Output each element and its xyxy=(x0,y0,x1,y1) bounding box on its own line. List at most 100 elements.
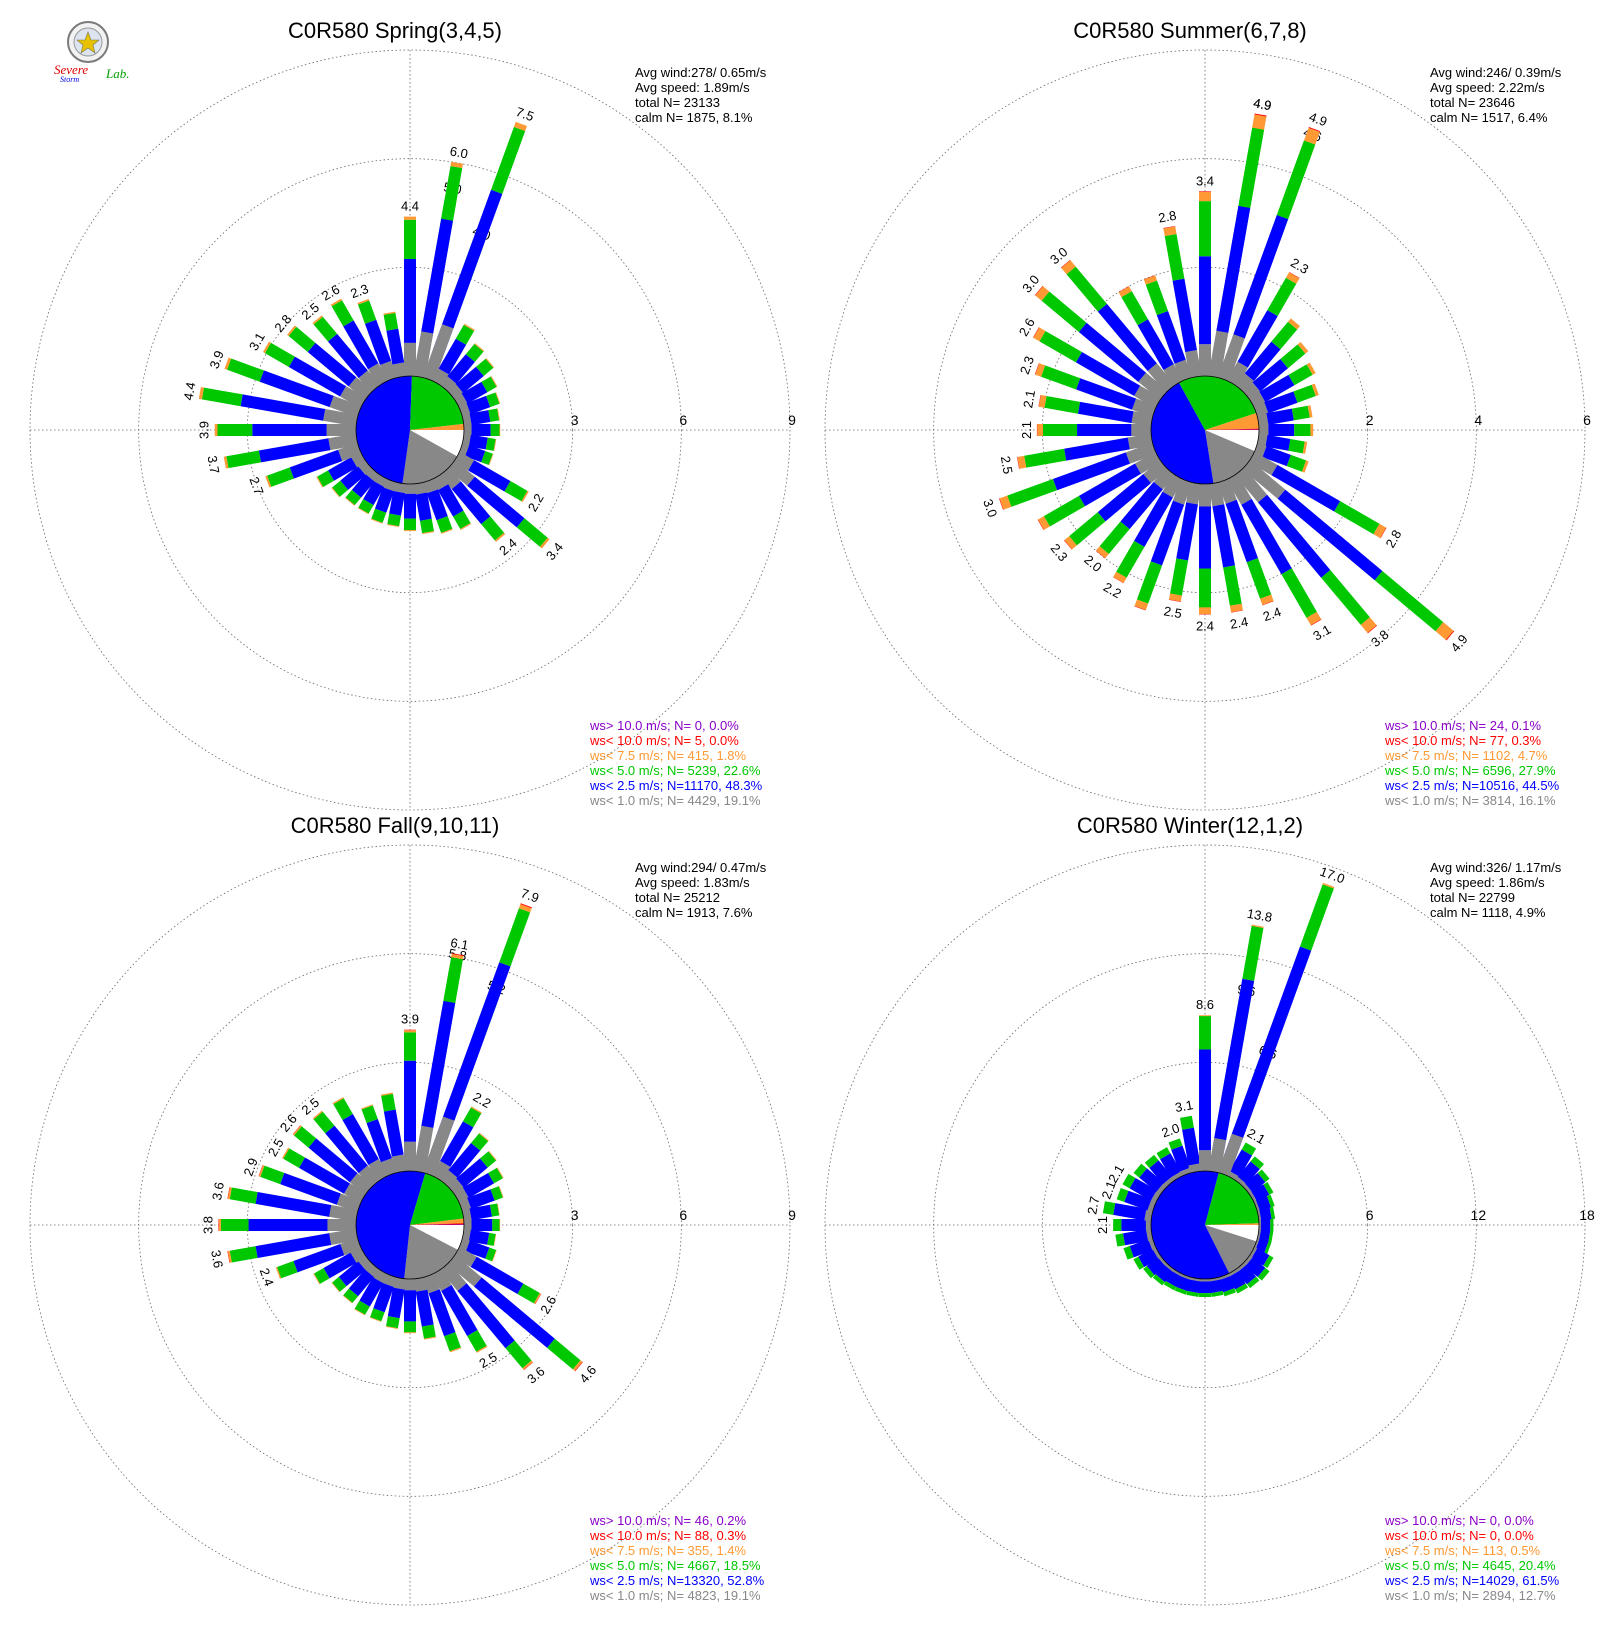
direction-total-label: 2.5 xyxy=(265,1136,287,1159)
bar-segment xyxy=(1069,512,1106,546)
bar-segment xyxy=(443,957,463,1003)
bar-segment xyxy=(1360,617,1377,633)
bar-segment xyxy=(368,1158,389,1182)
direction-bar xyxy=(1034,363,1157,418)
bar-segment xyxy=(1037,424,1044,436)
direction-total-label: 6.1 xyxy=(449,935,469,953)
direction-bar xyxy=(447,1255,583,1372)
direction-total-label: 2.0 xyxy=(1159,1120,1181,1140)
pie-slice xyxy=(410,376,464,430)
ring-label: 4 xyxy=(1474,412,1482,428)
bar-segment xyxy=(1118,286,1132,298)
legend-entry: ws< 2.5 m/s; N=11170, 48.3% xyxy=(589,778,763,793)
bar-segment xyxy=(1244,341,1281,382)
bar-segment xyxy=(1172,278,1197,353)
bar-segment xyxy=(1288,438,1305,454)
bar-segment xyxy=(252,424,327,436)
bar-segment xyxy=(1145,280,1169,316)
bar-segment xyxy=(1095,550,1106,559)
bar-segment xyxy=(1288,364,1313,386)
bar-segment xyxy=(1061,260,1076,275)
legend-entry: ws< 5.0 m/s; N= 5239, 22.6% xyxy=(589,763,761,778)
direction-bar xyxy=(440,343,485,393)
bar-segment xyxy=(255,1192,332,1217)
direction-total-label: 3.6 xyxy=(209,1181,227,1201)
legend-entry: ws< 7.5 m/s; N= 355, 1.4% xyxy=(589,1543,747,1558)
bar-segment xyxy=(1199,1015,1211,1017)
bar-segment xyxy=(1254,113,1267,117)
bar-segment xyxy=(520,903,532,909)
bar-segment xyxy=(493,439,497,451)
bar-segment xyxy=(371,508,387,523)
direction-bar xyxy=(1226,272,1300,387)
bar-segment xyxy=(441,165,463,221)
stats-line: Avg speed: 2.22m/s xyxy=(1430,80,1545,95)
bar-segment xyxy=(467,1329,487,1352)
logo-text-lab: Lab. xyxy=(105,66,129,81)
bar-segment xyxy=(1307,405,1313,418)
bar-segment xyxy=(227,1250,232,1263)
bar-segment xyxy=(1237,310,1278,368)
bar-segment xyxy=(485,437,496,451)
direction-total-label: 4.9 xyxy=(1252,95,1272,113)
bar-segment xyxy=(1077,424,1132,436)
direction-bar xyxy=(1208,113,1267,378)
direction-bar xyxy=(1199,191,1211,376)
bar-segment xyxy=(441,528,453,534)
bar-segment xyxy=(413,331,434,378)
bar-segment xyxy=(1380,527,1387,539)
bar-segment xyxy=(463,323,475,331)
bar-segment xyxy=(1113,1203,1147,1221)
pie-slice xyxy=(356,1171,426,1279)
bar-segment xyxy=(1248,1191,1258,1204)
bar-segment xyxy=(1137,319,1174,371)
legend-entry: ws< 2.5 m/s; N=13320, 52.8% xyxy=(589,1573,765,1588)
bar-segment xyxy=(574,1361,583,1372)
pie-slice xyxy=(404,1225,458,1279)
bar-segment xyxy=(1120,481,1163,530)
direction-total-label: 17.0 xyxy=(1318,864,1347,887)
bar-segment xyxy=(404,1141,416,1171)
bar-segment xyxy=(404,1279,416,1291)
bar-segment xyxy=(312,1110,323,1120)
bar-segment xyxy=(1033,327,1046,342)
bar-segment xyxy=(1267,277,1297,317)
direction-bar xyxy=(1143,275,1193,382)
pie-slice xyxy=(1205,1225,1257,1274)
bar-segment xyxy=(358,499,374,514)
pie-outline xyxy=(1150,1170,1260,1280)
bar-segment xyxy=(1096,546,1109,559)
bar-segment xyxy=(240,394,326,421)
bar-segment xyxy=(214,424,218,436)
bar-segment xyxy=(1212,504,1235,568)
bar-segment xyxy=(1217,478,1237,504)
bar-segment xyxy=(381,1093,396,1112)
bar-segment xyxy=(493,1234,497,1246)
bar-segment xyxy=(1217,334,1245,382)
bar-segment xyxy=(462,1208,472,1222)
bar-segment xyxy=(1271,321,1298,350)
bar-segment xyxy=(1171,1145,1191,1172)
bar-segment xyxy=(1164,233,1185,281)
bar-segment xyxy=(404,342,416,376)
legend-entry: ws< 1.0 m/s; N= 2894, 12.7% xyxy=(1384,1588,1556,1603)
pie-slice xyxy=(1205,428,1259,430)
bar-segment xyxy=(1188,1163,1202,1173)
legend-entry: ws> 10.0 m/s; N= 46, 0.2% xyxy=(589,1513,747,1528)
bar-segment xyxy=(404,484,416,494)
bar-segment xyxy=(330,298,343,307)
bar-segment xyxy=(1246,1276,1260,1289)
direction-total-label: 3.0 xyxy=(980,497,1000,519)
legend-entry: ws< 1.0 m/s; N= 3814, 16.1% xyxy=(1384,793,1556,808)
direction-total-label: 3.4 xyxy=(543,540,566,563)
bar-segment xyxy=(1199,1281,1211,1294)
pie-slice xyxy=(1151,1171,1230,1279)
ring-label: 9 xyxy=(788,1207,796,1223)
pie-outline xyxy=(355,375,465,485)
legend-entry: ws< 2.5 m/s; N=10516, 44.5% xyxy=(1384,778,1560,793)
direction-bar xyxy=(385,1277,407,1329)
pie-slice xyxy=(1151,382,1214,484)
stats-line: Avg wind:246/ 0.39m/s xyxy=(1430,65,1562,80)
bar-segment xyxy=(1163,226,1177,237)
bar-segment xyxy=(218,1219,221,1231)
